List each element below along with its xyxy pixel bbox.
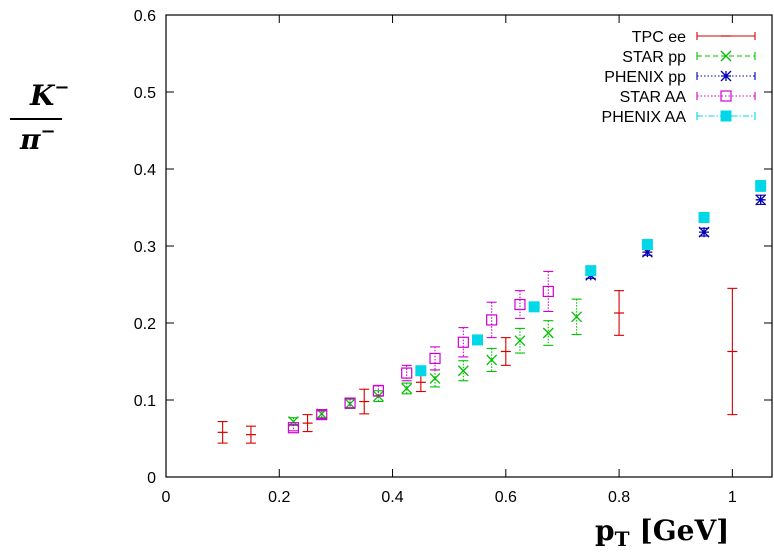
- legend-label: PHENIX AA: [602, 109, 687, 126]
- point-marker: [514, 335, 526, 347]
- point-marker: [585, 265, 597, 277]
- legend-label: STAR AA: [620, 89, 687, 106]
- data-point: [344, 397, 356, 409]
- point-marker: [720, 70, 732, 82]
- data-point: [486, 347, 498, 373]
- point-marker: [486, 354, 498, 366]
- series-tpc-ee: [217, 287, 738, 444]
- data-point: [755, 180, 767, 192]
- point-marker: [316, 409, 328, 421]
- data-point: [571, 298, 583, 336]
- point-marker: [720, 90, 732, 102]
- legend: TPC ee STAR pp PHENIX pp STAR AA PHENIX AA: [602, 29, 756, 126]
- legend-label: TPC ee: [632, 29, 686, 46]
- y-tick-label: 0.4: [134, 162, 156, 179]
- data-point: [698, 212, 710, 224]
- x-tick-label: 0.6: [495, 489, 517, 506]
- point-marker: [486, 314, 498, 326]
- data-point: [585, 265, 597, 277]
- legend-entry: PHENIX pp: [604, 69, 756, 86]
- series-phenix-pp: [585, 194, 767, 281]
- data-point: [755, 194, 767, 206]
- data-point: [500, 337, 511, 366]
- point-marker: [755, 194, 767, 206]
- legend-entry: STAR AA: [620, 89, 756, 106]
- axis-ticks: 0 0.1 0.2 0.3 0.4 0.5 0.6 0 0.2 0.4 0.6 0.8 1: [134, 8, 772, 506]
- point-marker: [641, 238, 653, 250]
- y-tick-label: 0.6: [134, 8, 156, 25]
- point-marker: [542, 285, 554, 298]
- data-point: [429, 346, 441, 371]
- point-marker: [698, 226, 710, 238]
- data-point: [542, 320, 554, 346]
- y-tick-label: 0.1: [134, 393, 156, 410]
- point-marker: [429, 372, 441, 384]
- legend-entry: TPC ee: [632, 29, 756, 46]
- data-point: [316, 409, 328, 421]
- x-tick-label: 1: [728, 489, 737, 506]
- data-point: [514, 290, 526, 319]
- data-point: [641, 238, 653, 250]
- y-tick-label: 0.5: [134, 85, 156, 102]
- y-axis-numerator: K−: [29, 77, 69, 112]
- point-marker: [344, 397, 356, 409]
- data-point: [486, 301, 498, 339]
- y-tick-label: 0.3: [134, 239, 156, 256]
- data-point: [528, 301, 540, 313]
- point-marker: [571, 311, 583, 323]
- data-point: [401, 382, 413, 395]
- point-marker: [528, 301, 540, 313]
- point-marker: [429, 352, 441, 365]
- point-marker: [401, 367, 413, 379]
- x-tick-label: 0.2: [268, 489, 290, 506]
- data-point: [727, 287, 738, 416]
- legend-label: STAR pp: [622, 49, 686, 66]
- point-marker: [755, 180, 767, 192]
- point-marker: [641, 246, 653, 258]
- data-point: [457, 327, 469, 358]
- y-tick-label: 0.2: [134, 316, 156, 333]
- data-point: [217, 421, 228, 444]
- point-marker: [457, 336, 469, 348]
- data-point: [302, 414, 313, 433]
- x-axis-title: pT [GeV]: [595, 514, 729, 551]
- data-point: [287, 422, 300, 434]
- legend-label: PHENIX pp: [604, 69, 686, 86]
- point-marker: [698, 212, 710, 224]
- point-marker: [415, 365, 427, 377]
- data-point: [457, 360, 469, 382]
- point-marker: [514, 298, 526, 311]
- legend-entry: STAR pp: [622, 49, 756, 66]
- point-marker: [720, 110, 732, 122]
- point-marker: [372, 385, 384, 397]
- data-point: [471, 334, 483, 346]
- data-series: [217, 180, 767, 444]
- data-point: [372, 384, 384, 397]
- data-point: [359, 388, 370, 415]
- y-axis-denominator: π−: [19, 121, 56, 156]
- point-marker: [720, 50, 732, 62]
- y-axis-title: K− π−: [10, 77, 69, 156]
- series-star-aa: [287, 270, 554, 434]
- x-tick-label: 0.4: [381, 489, 403, 506]
- point-marker: [457, 365, 469, 377]
- data-point: [698, 226, 710, 238]
- point-marker: [287, 422, 300, 434]
- y-tick-label: 0: [147, 470, 156, 487]
- data-point: [542, 270, 554, 313]
- data-point: [429, 369, 441, 388]
- series-phenix-aa: [415, 180, 767, 377]
- data-point: [245, 425, 256, 444]
- x-tick-label: 0.8: [608, 489, 630, 506]
- point-marker: [471, 334, 483, 346]
- point-marker: [542, 327, 554, 339]
- data-point: [614, 290, 625, 336]
- data-point: [401, 364, 413, 382]
- data-point: [415, 365, 427, 377]
- x-tick-label: 0: [162, 489, 171, 506]
- point-marker: [401, 382, 413, 394]
- data-point: [514, 327, 526, 354]
- legend-entry: PHENIX AA: [602, 109, 756, 126]
